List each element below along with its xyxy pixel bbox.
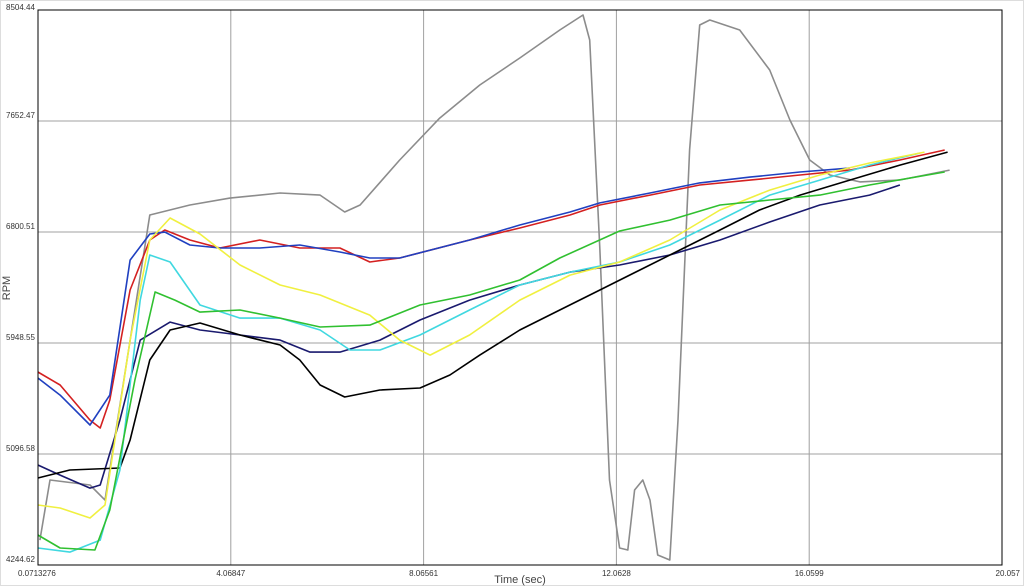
- y-tick-label: 8504.44: [6, 3, 35, 12]
- x-tick-label: 12.0628: [602, 569, 631, 578]
- y-tick-label: 6800.51: [6, 222, 35, 231]
- series-line: [37, 171, 945, 551]
- y-axis-title: RPM: [1, 276, 13, 300]
- y-tick-label: 4244.62: [6, 555, 35, 564]
- series-line: [39, 14, 950, 561]
- series-line: [37, 151, 925, 519]
- series-line: [37, 167, 850, 426]
- x-tick-label: 20.057: [996, 569, 1021, 578]
- y-tick-label: 5096.58: [6, 444, 35, 453]
- series-line: [37, 152, 920, 553]
- series-line: [37, 151, 948, 479]
- y-tick-label: 5948.55: [6, 333, 35, 342]
- lines: [37, 14, 950, 561]
- x-tick-label: 0.0713276: [18, 569, 56, 578]
- x-tick-label: 8.06561: [409, 569, 438, 578]
- labels: 4244.62 5096.58 5948.55 6800.51 7652.47 8504.…: [6, 3, 1021, 578]
- plot-border: [37, 9, 1003, 566]
- x-tick-label: 4.06847: [216, 569, 245, 578]
- x-axis-title: Time (sec): [494, 574, 546, 586]
- x-tick-label: 16.0599: [795, 569, 824, 578]
- y-tick-label: 7652.47: [6, 111, 35, 120]
